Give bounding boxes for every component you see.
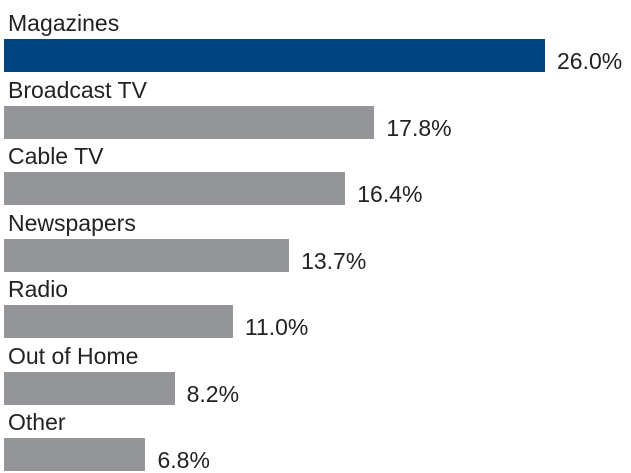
bar xyxy=(4,438,146,471)
value-label: 13.7% xyxy=(301,247,367,274)
bar xyxy=(4,305,233,338)
bar xyxy=(4,172,346,205)
value-label: 26.0% xyxy=(557,48,623,74)
bar xyxy=(4,371,175,405)
category-label: Other xyxy=(8,409,66,435)
value-label: 8.2% xyxy=(186,380,240,407)
category-label: Out of Home xyxy=(8,342,139,369)
value-label: 11.0% xyxy=(244,314,309,340)
category-label: Broadcast TV xyxy=(8,76,147,103)
category-label: Newspapers xyxy=(8,209,136,236)
category-label: Radio xyxy=(8,276,69,302)
category-label: Cable TV xyxy=(8,143,104,169)
category-label: Magazines xyxy=(8,10,120,36)
value-label: 17.8% xyxy=(386,114,452,141)
bar xyxy=(4,39,545,72)
bar xyxy=(4,238,290,272)
bar xyxy=(4,105,375,139)
value-label: 6.8% xyxy=(157,447,210,473)
value-label: 16.4% xyxy=(357,181,423,207)
